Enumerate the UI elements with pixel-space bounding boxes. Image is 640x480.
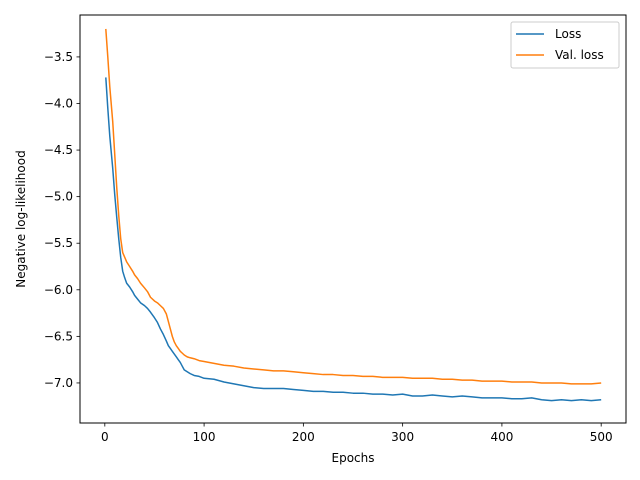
x-tick-label: 200 [292,430,315,444]
series-line-loss [105,77,602,402]
series-layer [105,28,602,402]
y-tick-label: −6.5 [44,329,73,343]
x-tick-label: 0 [101,430,109,444]
legend-label-val-loss: Val. loss [555,48,604,62]
x-axis: 0 100 200 300 400 500 [101,423,613,444]
y-axis-label: Negative log-likelihood [14,150,28,287]
y-tick-label: −4.5 [44,143,73,157]
x-tick-label: 500 [590,430,613,444]
series-line-val-loss [105,28,602,385]
x-tick-label: 100 [193,430,216,444]
y-tick-label: −5.5 [44,236,73,250]
x-tick-label: 400 [490,430,513,444]
y-tick-label: −5.0 [44,190,73,204]
y-axis: −3.5 −4.0 −4.5 −5.0 −5.5 −6.0 −6.5 −7.0 [44,50,80,390]
axes-frame [79,14,627,424]
legend-label-loss: Loss [555,27,581,41]
y-tick-label: −6.0 [44,283,73,297]
y-tick-label: −4.0 [44,96,73,110]
y-tick-label: −7.0 [44,376,73,390]
x-axis-label: Epochs [332,451,375,465]
legend: Loss Val. loss [510,21,620,69]
x-tick-label: 300 [391,430,414,444]
y-tick-label: −3.5 [44,50,73,64]
